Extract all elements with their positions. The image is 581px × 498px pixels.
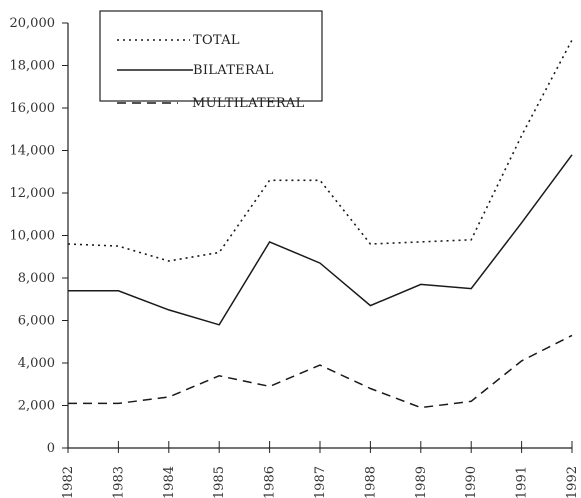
y-tick-label: 18,000 (10, 59, 56, 74)
series-line-multilateral (68, 334, 573, 409)
x-tick-label: 1982 (61, 466, 76, 498)
y-tick-label: 20,000 (10, 16, 56, 31)
y-tick-label: 0 (47, 441, 55, 456)
legend-label-bilateral: BILATERAL (193, 63, 274, 78)
y-tick-label: 14,000 (10, 144, 56, 159)
x-tick-label: 1984 (162, 466, 177, 498)
x-tick-label: 1987 (313, 466, 328, 498)
legend: TOTAL BILATERAL MULTILATERAL (99, 10, 323, 111)
x-tick-label: 1985 (212, 466, 227, 498)
x-tick-label: 1990 (464, 466, 479, 498)
y-tick-label: 6,000 (18, 314, 55, 329)
legend-box (99, 10, 323, 102)
legend-label-multilateral: MULTILATERAL (192, 96, 305, 111)
x-tick-label: 1988 (363, 466, 378, 498)
y-tick-label: 10,000 (10, 229, 56, 244)
y-tick-label: 16,000 (10, 101, 56, 116)
y-tick-label: 2,000 (18, 399, 55, 414)
axes: 0 2,000 4,000 6,000 8,000 10,000 12,000 14,000 1… (10, 16, 581, 498)
y-tick-label: 4,000 (18, 356, 55, 371)
x-tick-label: 1986 (263, 466, 278, 498)
x-tick-label: 1989 (414, 466, 429, 498)
x-tick-label: 1983 (111, 466, 126, 498)
series-line-total (67, 39, 573, 262)
x-tick-label: 1991 (515, 466, 530, 498)
series-line-bilateral (68, 154, 573, 326)
y-tick-label: 12,000 (10, 186, 56, 201)
x-tick-label: 1992 (565, 466, 580, 498)
series-lines (67, 39, 573, 409)
y-tick-label: 8,000 (18, 271, 55, 286)
legend-label-total: TOTAL (193, 33, 240, 48)
